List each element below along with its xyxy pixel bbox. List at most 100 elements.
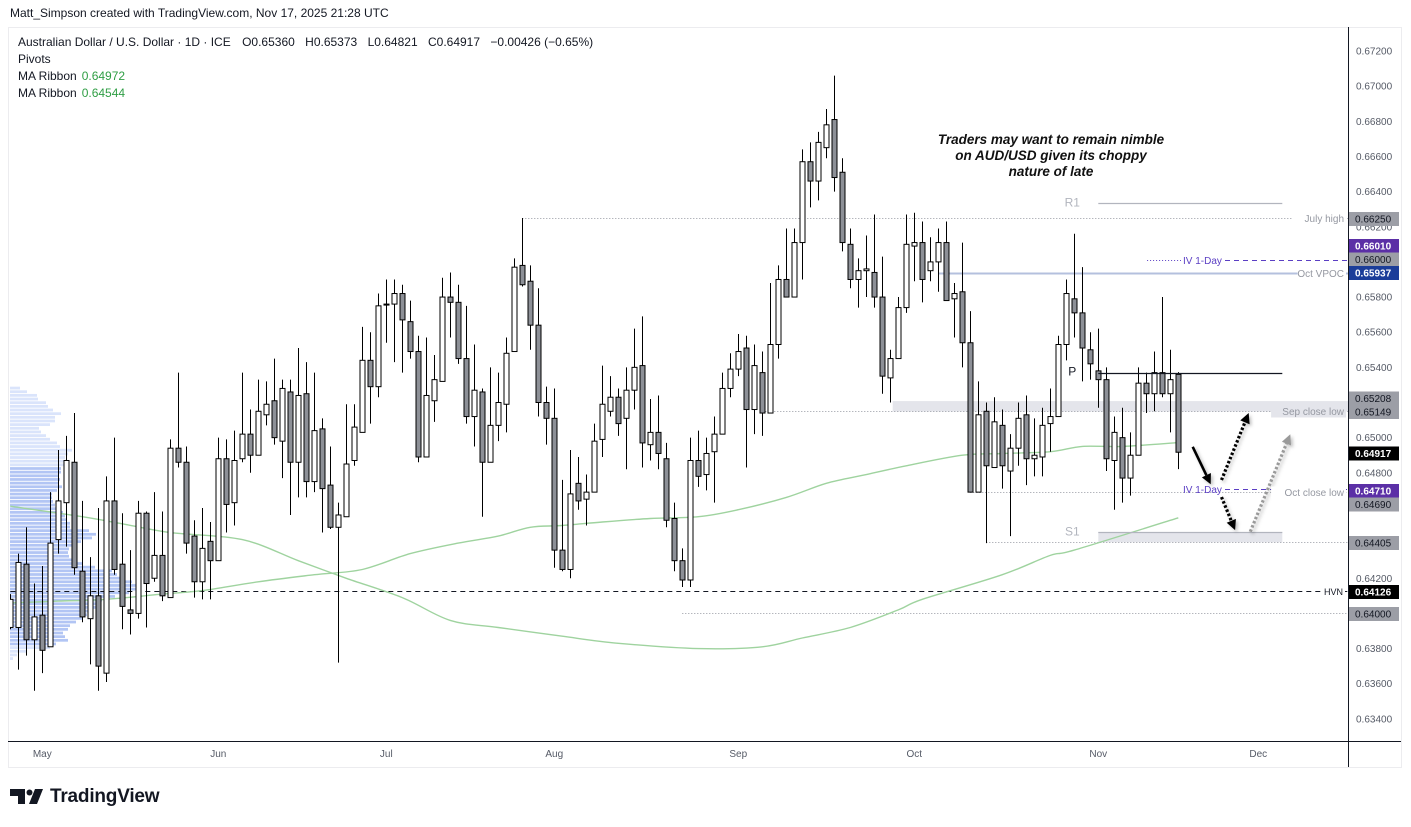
candle-body-down [111,500,118,570]
price-axis[interactable]: 0.67200 0.67000 0.66800 0.66600 0.66400 0.662… [1349,47,1399,726]
july-high-label-bg [1292,212,1346,225]
price-label-oct-vpoc[interactable]: 0.65937 [1349,266,1399,280]
arrow-head [1226,518,1236,531]
candle [159,511,166,602]
candle-body-down [559,549,566,570]
volume-profile-row [10,474,59,478]
candle [1127,432,1134,496]
price-label-bg [1349,405,1399,419]
candle-body-up [1007,447,1014,472]
candle [447,272,454,338]
price-label-oct-close-low[interactable]: 0.64690 [1349,497,1399,512]
price-label-last-price[interactable]: 0.64917 [1349,446,1399,461]
candle-body-down [807,161,814,182]
candle-body-down [143,512,150,585]
candle [63,435,70,547]
iv-1-day-high-label: IV 1-Day [1183,256,1222,267]
arrows-layer [1191,413,1292,533]
candle-body-up [1151,372,1158,395]
volume-profile-row [10,448,72,452]
candle-body-up [135,512,142,614]
candle [983,402,990,544]
tradingview-logo[interactable]: TradingView [10,784,160,810]
time-axis[interactable]: May Jun Jul Aug Sep Oct Nov Dec [33,749,1267,760]
candle-body-down [551,417,558,551]
chart-annotation-text: Traders may want to remain nimble on AUD… [921,132,1181,180]
candle-body-up [335,514,342,528]
candle [1031,418,1038,477]
volume-profile-row [10,595,115,598]
candle-body-down [1159,372,1166,395]
price-label-hvn[interactable]: 0.64126 [1349,585,1399,599]
candle [655,395,662,470]
volume-profile-row [10,507,58,511]
candle-body-up [583,491,590,500]
volume-profile-row [10,503,55,507]
candle [575,456,582,510]
price-tick-label: 0.66800 [1356,117,1393,128]
price-label-sep-zone-top[interactable]: 0.65208 [1349,391,1399,406]
logo-text: TradingView [50,786,160,807]
indicator-name[interactable]: Pivots [18,52,51,66]
candle-body-up [391,293,398,305]
volume-profile-row [10,576,120,580]
bounce-from-iv-low-arrow [1220,413,1250,481]
candle [367,332,374,424]
price-label-iv-1-day-low[interactable]: 0.64710 [1349,484,1399,498]
symbol-title[interactable]: Australian Dollar / U.S. Dollar · 1D · I… [18,35,231,49]
time-tick-label-sep: Sep [729,749,747,760]
candle-body-down [447,296,454,303]
candle-body-down [207,540,214,562]
price-label-value: 0.64710 [1355,487,1392,498]
indicator-name[interactable]: MA Ribbon [18,86,77,100]
volume-profile-row [10,390,27,394]
candle-body-up [199,547,206,583]
candle [1079,267,1086,382]
price-label-round-number[interactable]: 0.66000 [1349,252,1399,267]
candle [1055,335,1062,418]
candle [463,305,470,424]
volume-profile-row [10,445,60,448]
candle [815,131,822,201]
candle [135,500,142,619]
high-value: 0.65373 [313,35,358,49]
candle-body-up [567,493,574,570]
indicator-ma-ribbon-slow[interactable]: MA Ribbon 0.64544 [18,85,593,102]
candle [407,300,414,359]
candle-body-up [727,368,734,389]
volume-profile-row [10,543,73,547]
candle-body-up [231,459,238,504]
candle [847,228,854,289]
candle-body-down [1095,370,1102,381]
candle [383,279,390,343]
candle [975,381,982,493]
price-label-bg [1349,446,1399,461]
price-label-iv-1-day-high[interactable]: 0.66010 [1349,239,1399,253]
indicator-pivots[interactable]: Pivots [18,51,593,68]
sep-close-low-label-bg [1271,405,1346,418]
candle-body-up [279,387,286,442]
price-label-sep-close-low[interactable]: 0.65149 [1349,405,1399,419]
price-label-value: 0.65937 [1355,269,1392,280]
candle-body-up [623,389,630,419]
arrow-head [1281,434,1292,446]
volume-profile-row [10,547,69,551]
indicator-name[interactable]: MA Ribbon [18,69,77,83]
price-label-july-high[interactable]: 0.66250 [1349,212,1399,226]
candle [855,258,862,308]
volume-profile-row [10,386,20,390]
volume-profile-row [10,580,132,584]
volume-profile-row [10,525,70,529]
price-label-oct-low[interactable]: 0.64405 [1349,536,1399,550]
candle-body-up [647,431,654,446]
candle [471,344,478,447]
plot-area[interactable]: R1 P S1 [8,75,1348,691]
candle [639,316,646,468]
price-label-round-number-low[interactable]: 0.64000 [1349,607,1399,621]
candle [1007,434,1014,537]
candle [647,398,654,461]
volume-profile-row [10,653,17,657]
indicator-ma-ribbon-fast[interactable]: MA Ribbon 0.64972 [18,68,593,85]
candle [903,214,910,313]
